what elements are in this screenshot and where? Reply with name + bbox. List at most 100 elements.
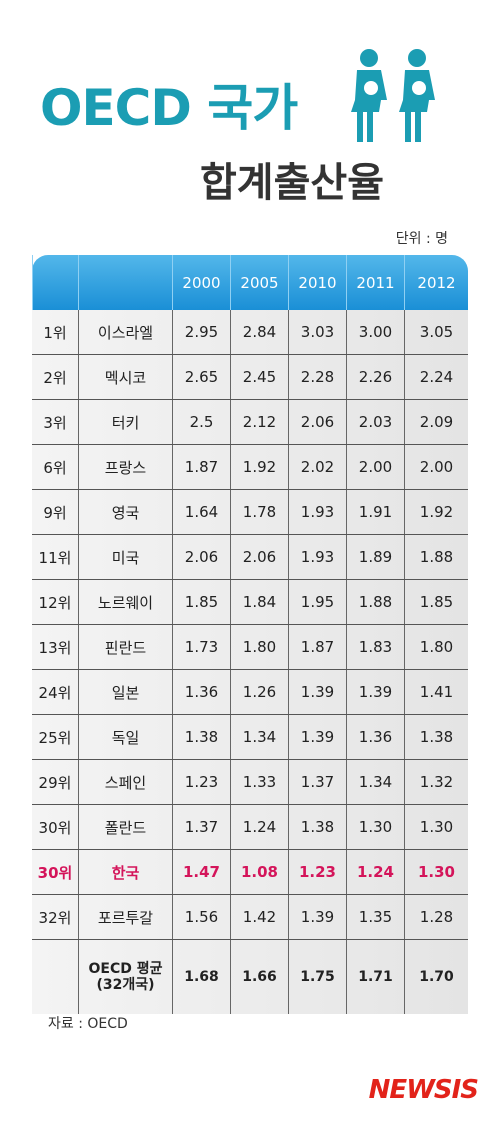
value: 1.36 <box>172 670 230 714</box>
rank: 25위 <box>38 728 72 747</box>
rank: 13위 <box>38 638 72 657</box>
value: 1.38 <box>404 715 468 759</box>
column-header: 2012 <box>404 255 468 310</box>
value: 1.80 <box>404 625 468 669</box>
rank: 3위 <box>43 413 67 432</box>
value: 1.47 <box>172 850 230 894</box>
logo: NEWSIS <box>368 1075 479 1105</box>
value: 1.34 <box>230 715 288 759</box>
rank: 30위 <box>37 863 73 882</box>
subtitle: 합계출산율 <box>200 160 384 206</box>
value: 1.95 <box>288 580 346 624</box>
rank: 1위 <box>43 323 67 342</box>
unit: 단위 : 명 <box>395 231 448 247</box>
country: 포르투갈 <box>78 895 172 939</box>
value: 1.39 <box>288 670 346 714</box>
title: OECD 국가 <box>40 79 298 137</box>
table-row: 11위 미국 2.06 2.06 1.93 1.89 1.88 <box>32 535 468 580</box>
column-header: 2000 <box>172 255 230 310</box>
average-name: OECD 평균 <box>88 961 163 977</box>
value: 2.65 <box>172 355 230 399</box>
table-row: 24위 일본 1.36 1.26 1.39 1.39 1.41 <box>32 670 468 715</box>
rank: 30위 <box>38 818 72 837</box>
average-sublabel: (32개국) <box>96 977 155 993</box>
rank: 11위 <box>38 548 72 567</box>
value: 1.92 <box>404 490 468 534</box>
table-row: 2위 멕시코 2.65 2.45 2.28 2.26 2.24 <box>32 355 468 400</box>
table-row: 30위 폴란드 1.37 1.24 1.38 1.30 1.30 <box>32 805 468 850</box>
value: 2.12 <box>230 400 288 444</box>
country: 핀란드 <box>78 625 172 669</box>
column-header: 2010 <box>288 255 346 310</box>
rank: 32위 <box>38 908 72 927</box>
value: 1.85 <box>172 580 230 624</box>
value: 1.75 <box>288 940 346 1014</box>
value: 1.93 <box>288 535 346 579</box>
country: 독일 <box>78 715 172 759</box>
value: 2.26 <box>346 355 404 399</box>
value: 2.09 <box>404 400 468 444</box>
value: 2.03 <box>346 400 404 444</box>
value: 1.38 <box>172 715 230 759</box>
value: 1.28 <box>404 895 468 939</box>
value: 2.24 <box>404 355 468 399</box>
value: 1.39 <box>288 895 346 939</box>
value: 1.71 <box>346 940 404 1014</box>
country: 터키 <box>78 400 172 444</box>
value: 1.23 <box>288 850 346 894</box>
country: 일본 <box>78 670 172 714</box>
rank: 24위 <box>38 683 72 702</box>
value: 1.80 <box>230 625 288 669</box>
value: 2.00 <box>404 445 468 489</box>
value: 1.64 <box>172 490 230 534</box>
value: 1.30 <box>404 850 468 894</box>
value: 1.68 <box>172 940 230 1014</box>
value: 2.06 <box>172 535 230 579</box>
country: 스페인 <box>78 760 172 804</box>
country: 미국 <box>78 535 172 579</box>
value: 1.08 <box>230 850 288 894</box>
value: 3.05 <box>404 310 468 354</box>
country: 노르웨이 <box>78 580 172 624</box>
country: 멕시코 <box>78 355 172 399</box>
table-row: 1위 이스라엘 2.95 2.84 3.03 3.00 3.05 <box>32 310 468 355</box>
country: 프랑스 <box>78 445 172 489</box>
country: 폴란드 <box>78 805 172 849</box>
table-row: 6위 프랑스 1.87 1.92 2.02 2.00 2.00 <box>32 445 468 490</box>
rank <box>32 940 78 1014</box>
country: 한국 <box>78 850 172 894</box>
value: 2.95 <box>172 310 230 354</box>
value: 2.28 <box>288 355 346 399</box>
country: 이스라엘 <box>78 310 172 354</box>
table-row: 9위 영국 1.64 1.78 1.93 1.91 1.92 <box>32 490 468 535</box>
column-header: 2005 <box>230 255 288 310</box>
rank: 9위 <box>43 503 67 522</box>
value: 1.41 <box>404 670 468 714</box>
value: 1.89 <box>346 535 404 579</box>
value: 1.24 <box>346 850 404 894</box>
value: 1.39 <box>346 670 404 714</box>
value: 2.5 <box>172 400 230 444</box>
country: 영국 <box>78 490 172 534</box>
value: 1.33 <box>230 760 288 804</box>
value: 1.93 <box>288 490 346 534</box>
value: 2.02 <box>288 445 346 489</box>
value: 1.87 <box>288 625 346 669</box>
rank: 2위 <box>43 368 67 387</box>
value: 1.88 <box>404 535 468 579</box>
value: 1.39 <box>288 715 346 759</box>
value: 1.66 <box>230 940 288 1014</box>
table-body: 1위 이스라엘 2.95 2.84 3.03 3.00 3.05 2위 멕시코 2.65 2.45 2… <box>32 310 468 1014</box>
value: 1.35 <box>346 895 404 939</box>
value: 1.37 <box>288 760 346 804</box>
value: 3.00 <box>346 310 404 354</box>
table-row: 3위 터키 2.5 2.12 2.06 2.03 2.09 <box>32 400 468 445</box>
value: 2.45 <box>230 355 288 399</box>
rank: 29위 <box>38 773 72 792</box>
value: 1.26 <box>230 670 288 714</box>
table-row: 32위 포르투갈 1.56 1.42 1.39 1.35 1.28 <box>32 895 468 940</box>
average-label: OECD 평균 (32개국) <box>78 940 172 1014</box>
value: 1.42 <box>230 895 288 939</box>
value: 1.36 <box>346 715 404 759</box>
table-row: 12위 노르웨이 1.85 1.84 1.95 1.88 1.85 <box>32 580 468 625</box>
